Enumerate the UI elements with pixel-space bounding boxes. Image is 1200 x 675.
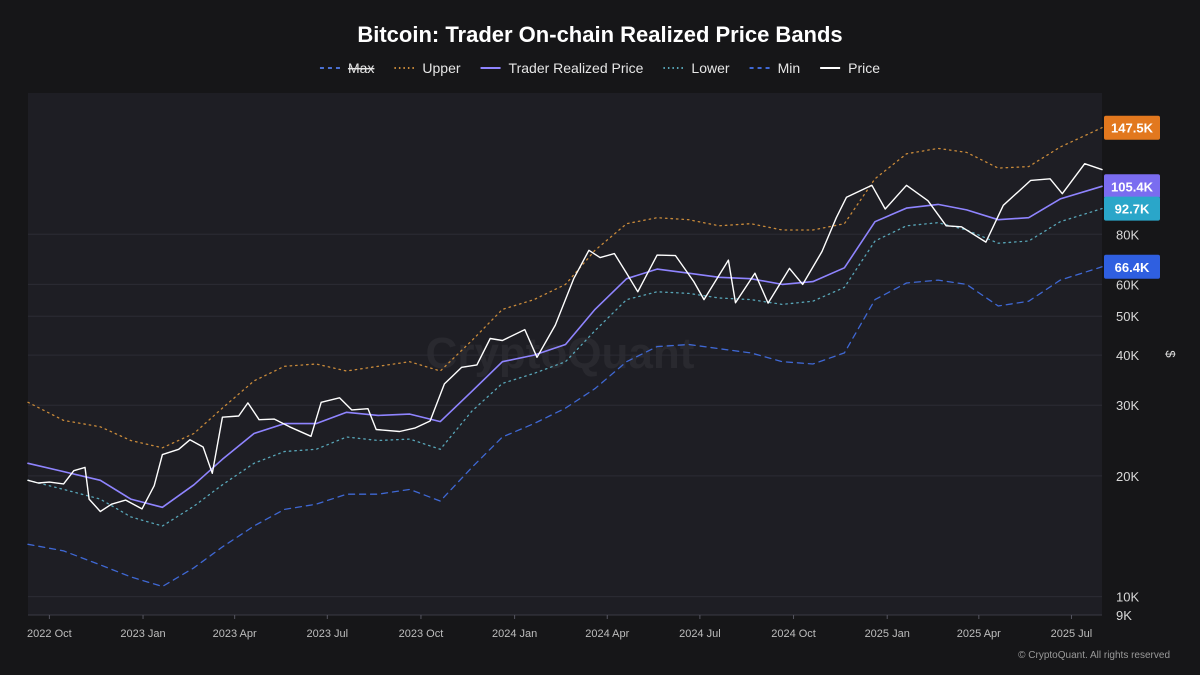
chart-title: Bitcoin: Trader On-chain Realized Price … bbox=[357, 22, 842, 47]
value-badge bbox=[1104, 115, 1160, 140]
value-badge-label: 66.4K bbox=[1115, 260, 1150, 275]
y-tick-label: 40K bbox=[1116, 348, 1139, 363]
plot-area bbox=[28, 93, 1102, 615]
legend-item-upper[interactable]: Upper bbox=[422, 60, 460, 76]
y-tick-label: 50K bbox=[1116, 309, 1139, 324]
x-tick-label: 2025 Jul bbox=[1051, 628, 1093, 640]
legend: Max Upper Trader Realized Price Lower Min Pri… bbox=[319, 60, 880, 76]
legend-item-price[interactable]: Price bbox=[848, 60, 880, 76]
legend-item-trader-realized-price[interactable]: Trader Realized Price bbox=[509, 60, 644, 76]
y-axis: 9K 10K 20K 30K 40K 50K 60K 80K bbox=[1116, 227, 1139, 623]
value-badge-label: 92.7K bbox=[1115, 202, 1150, 217]
y-tick-label: 60K bbox=[1116, 277, 1139, 292]
x-tick-label: 2023 Apr bbox=[213, 628, 257, 640]
value-badge-label: 105.4K bbox=[1111, 179, 1154, 194]
series-line-lower bbox=[27, 207, 1103, 527]
legend-item-lower[interactable]: Lower bbox=[691, 60, 729, 76]
x-tick-label: 2023 Jul bbox=[306, 628, 348, 640]
legend-item-max[interactable]: Max bbox=[348, 60, 374, 76]
x-tick-label: 2023 Jan bbox=[120, 628, 165, 640]
x-tick-label: 2024 Oct bbox=[771, 628, 816, 640]
y-tick-label: 10K bbox=[1116, 590, 1139, 605]
value-badge bbox=[1104, 174, 1160, 199]
x-axis: 2022 Oct 2023 Jan 2023 Apr 2023 Jul 2023 Oct… bbox=[27, 614, 1102, 640]
x-tick-label: 2024 Apr bbox=[585, 628, 629, 640]
legend-item-min[interactable]: Min bbox=[778, 60, 801, 76]
series-line-upper bbox=[27, 127, 1103, 449]
x-tick-label: 2022 Oct bbox=[27, 628, 72, 640]
y-tick-label: 80K bbox=[1116, 227, 1139, 242]
y-tick-label: 30K bbox=[1116, 398, 1139, 413]
copyright-footer: © CryptoQuant. All rights reserved bbox=[1018, 650, 1170, 661]
x-tick-label: 2024 Jul bbox=[679, 628, 721, 640]
series-line-price bbox=[27, 163, 1103, 513]
x-tick-label: 2025 Jan bbox=[865, 628, 910, 640]
value-badge-label: 147.5K bbox=[1111, 121, 1154, 136]
x-tick-label: 2024 Jan bbox=[492, 628, 537, 640]
y-tick-label: 9K bbox=[1116, 608, 1132, 623]
series-layer bbox=[27, 127, 1103, 588]
value-badge bbox=[1104, 196, 1160, 221]
value-badge bbox=[1104, 254, 1160, 279]
x-tick-label: 2025 Apr bbox=[957, 628, 1001, 640]
watermark: CryptoQuant bbox=[426, 329, 695, 378]
y-axis-label: $ bbox=[1163, 350, 1178, 358]
y-tick-label: 20K bbox=[1116, 469, 1139, 484]
series-line-min bbox=[27, 266, 1103, 588]
last-value-badges: 147.5K 105.4K 92.7K 66.4K bbox=[1104, 115, 1160, 279]
x-tick-label: 2023 Oct bbox=[399, 628, 444, 640]
